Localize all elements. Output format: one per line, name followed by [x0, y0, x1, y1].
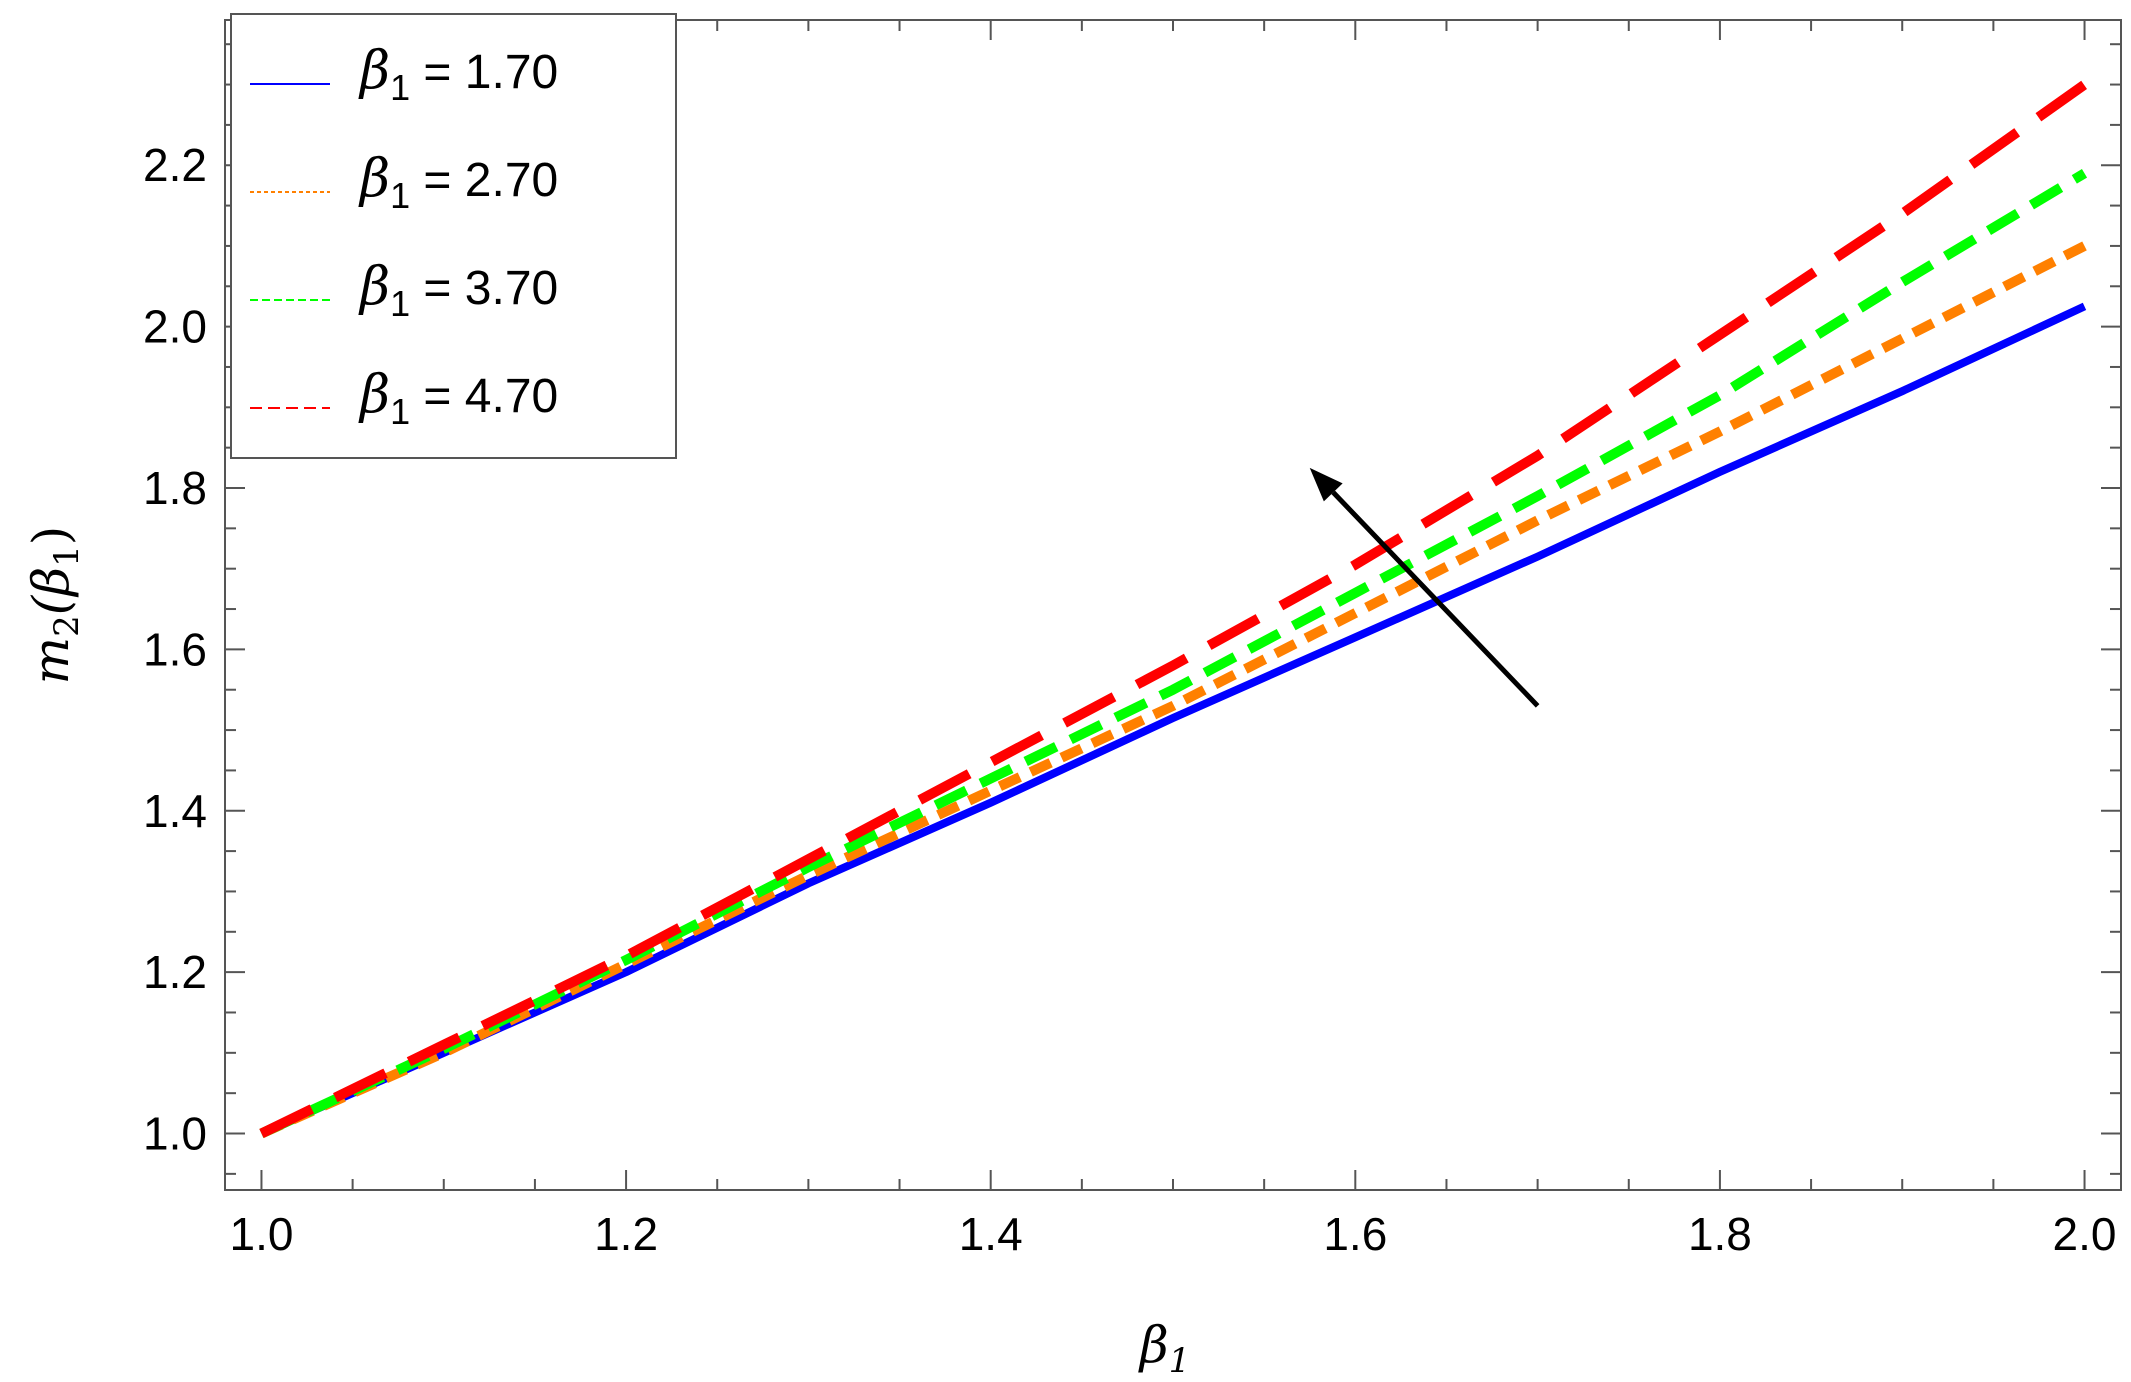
x-tick-label: 2.0	[2053, 1208, 2117, 1260]
y-tick-label: 1.4	[143, 785, 207, 837]
legend-label: β1 = 4.70	[358, 365, 558, 432]
y-tick-label: 1.8	[143, 462, 207, 514]
y-tick-label: 2.0	[143, 301, 207, 353]
x-tick-label: 1.0	[229, 1208, 293, 1260]
legend-label: β1 = 2.70	[358, 149, 558, 216]
series-line-3	[259, 169, 2088, 1139]
x-axis-label: β1	[1138, 1316, 1191, 1381]
legend-label: β1 = 1.70	[358, 41, 558, 108]
y-tick-labels: 1.0 1.2 1.4 1.6 1.8 2.0 2.2	[143, 139, 207, 1159]
y-tick-label: 2.2	[143, 139, 207, 191]
y-tick-label: 1.6	[143, 623, 207, 675]
x-tick-labels: 1.0 1.2 1.4 1.6 1.8 2.0	[229, 1208, 2116, 1260]
series-line-1	[259, 302, 2087, 1138]
legend-label: β1 = 3.70	[358, 257, 558, 324]
y-tick-label: 1.2	[143, 946, 207, 998]
annotation-arrow	[1309, 467, 1540, 708]
series-line-4	[259, 80, 2088, 1138]
legend-entries: β1 = 1.70 β1 = 2.70 β1 = 3.70 β1 = 4.70	[250, 41, 558, 432]
x-tick-label: 1.4	[959, 1208, 1023, 1260]
x-tick-label: 1.8	[1688, 1208, 1752, 1260]
x-tick-label: 1.2	[594, 1208, 658, 1260]
arrow-head	[1309, 467, 1343, 502]
legend: β1 = 1.70 β1 = 2.70 β1 = 3.70 β1 = 4.70	[230, 13, 677, 459]
arrow-shaft	[1331, 490, 1540, 708]
y-axis-label: m2(β1)	[22, 526, 87, 685]
series-line-2	[259, 241, 2087, 1139]
y-tick-label: 1.0	[143, 1108, 207, 1160]
legend-box	[230, 13, 677, 459]
series-lines	[259, 80, 2088, 1139]
x-tick-label: 1.6	[1323, 1208, 1387, 1260]
